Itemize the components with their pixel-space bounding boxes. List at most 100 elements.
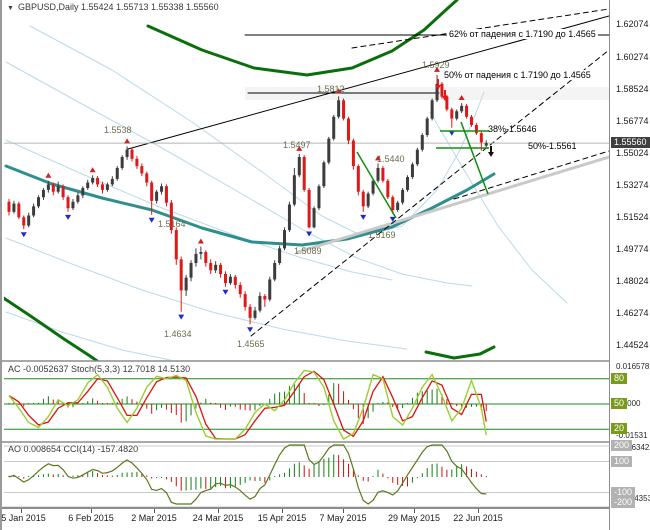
candle-body [100, 184, 104, 190]
candle-body [189, 263, 193, 278]
candle-body [145, 173, 149, 183]
candle-body [292, 175, 296, 205]
sell-arrow-icon [442, 96, 448, 101]
chart-title-bar: ▼ GBPUSD,Daily 1.55424 1.55713 1.55338 1.… [7, 2, 219, 12]
time-tick [282, 509, 283, 513]
fractal-down-icon [448, 130, 455, 136]
candle-body [366, 193, 370, 207]
candle-body [219, 264, 223, 274]
panel2-header: AO 0.008654 CCI(14) -157.4820 [8, 444, 139, 454]
candle-body [17, 203, 21, 218]
candle-body [342, 100, 346, 119]
bollinger-light-6 [5, 311, 171, 361]
ma-teal [4, 164, 496, 247]
candle-body [445, 96, 449, 110]
time-axis[interactable]: 15 Jan 2015 6 Feb 2015 2 Mar 2015 24 Mar 20… [2, 508, 650, 530]
fractal-down-icon [178, 314, 185, 320]
candle-body [194, 253, 198, 264]
candle-body [401, 189, 405, 203]
fractal-down-icon [389, 216, 396, 222]
chart-dropdown-icon[interactable]: ▼ [7, 5, 14, 12]
candle-body [386, 180, 390, 198]
current-price-badge: 1.55560 [611, 137, 650, 149]
candle-body [322, 162, 326, 187]
fractal-down-icon [20, 232, 27, 238]
ac-stoch-panel[interactable] [4, 369, 609, 440]
candle-body [223, 273, 227, 284]
bollinger-light-5 [5, 237, 408, 350]
band-green-lower-mid [424, 345, 496, 360]
dashed-top [351, 8, 609, 49]
candle-body [199, 252, 203, 254]
candle-body [209, 263, 213, 271]
candle-body [27, 215, 31, 226]
panel1-header: AC -0.0052637 Stoch(5,3,3) 12.7018 14.51… [8, 364, 191, 374]
candle-body [440, 83, 444, 97]
candle-body [317, 186, 321, 209]
candle-body [332, 116, 336, 139]
candle-body [356, 166, 360, 192]
candle-body [455, 111, 459, 119]
sell-arrow-icon [435, 85, 441, 90]
candle-body [253, 310, 257, 318]
candle-body [361, 191, 365, 207]
candle-body [86, 182, 90, 189]
candle-body [469, 116, 473, 125]
price-axis[interactable]: 1.62074 1.60274 1.58524 1.56774 1.55024 1.532… [609, 0, 650, 530]
fractal-up-icon [375, 155, 381, 161]
time-tick [478, 509, 479, 513]
candle-body [479, 133, 483, 143]
fractal-down-icon [148, 217, 155, 223]
candle-body [371, 180, 375, 194]
candle-body [410, 164, 414, 178]
time-axis-label: 15 Jan 2015 [0, 513, 46, 523]
candle-body [337, 100, 341, 117]
fractal-up-icon [458, 95, 465, 101]
candle-body [46, 184, 50, 190]
gray-trendline [296, 155, 609, 254]
candle-body [7, 201, 11, 212]
fractal-down-icon [65, 214, 72, 220]
main-chart-layer[interactable] [2, 0, 609, 363]
panel1-axis-min: -0.01531 [616, 431, 648, 440]
candle-body [287, 204, 291, 231]
price-axis-label: 1.53274 [616, 179, 649, 190]
candle-body [22, 217, 26, 226]
candle-body [110, 178, 114, 185]
fractal-down-icon [222, 289, 229, 295]
time-tick [154, 509, 155, 513]
candle-body [120, 156, 124, 168]
candle-body [228, 276, 232, 284]
time-axis-label: 29 May 2015 [387, 513, 441, 523]
candle-body [346, 118, 350, 141]
candle-body [268, 279, 272, 300]
candle-body [71, 201, 75, 209]
candle-body [214, 264, 218, 271]
candle-body [204, 252, 208, 264]
cci-line [8, 444, 487, 505]
candle-body [283, 230, 287, 249]
fractal-up-icon [45, 172, 52, 178]
candle-body [125, 149, 129, 157]
time-tick [21, 509, 22, 513]
ao-cci-panel[interactable] [4, 444, 609, 505]
entry-arrow-icon [488, 152, 494, 157]
cci-level-badge: -100 [611, 486, 636, 498]
fractal-up-icon [335, 88, 342, 94]
fib-measure-line[interactable] [356, 151, 397, 219]
candle-body [258, 295, 262, 311]
candle-body [115, 167, 119, 179]
candle-body [376, 167, 380, 181]
bollinger-light-3 [429, 111, 568, 304]
candle-body [41, 189, 45, 198]
fib-measure-line[interactable] [460, 121, 489, 195]
candle-body [465, 105, 469, 117]
candle-body [460, 105, 464, 112]
band-green-upper [146, 0, 459, 77]
candle-body [81, 188, 85, 196]
candle-body [140, 166, 144, 174]
price-axis-label: 1.56774 [616, 115, 649, 126]
candle-body [425, 118, 429, 136]
